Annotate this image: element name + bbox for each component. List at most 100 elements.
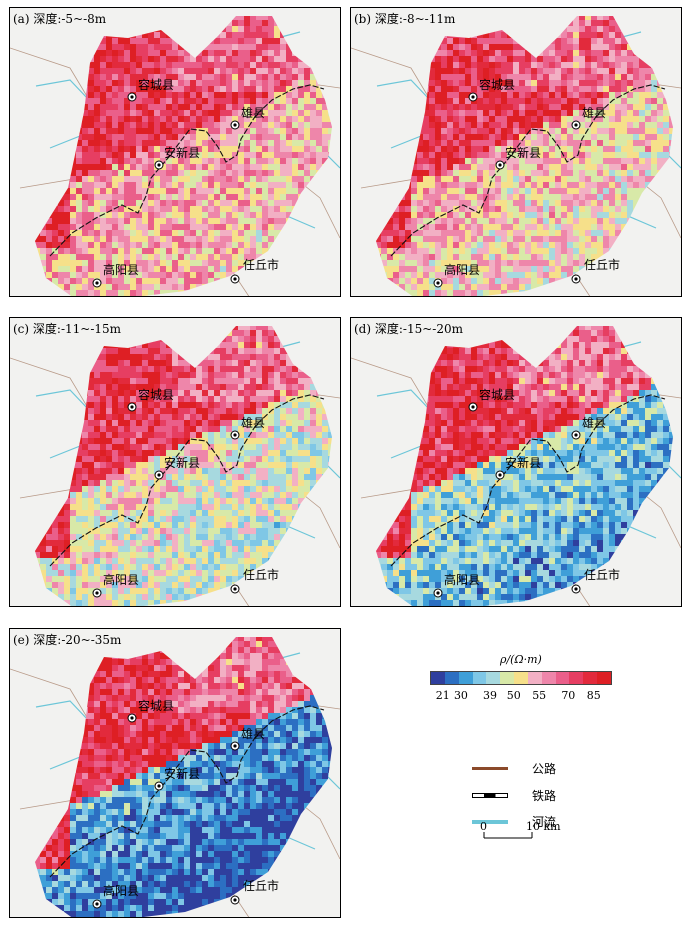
river-symbol (472, 820, 508, 824)
city-label-xiongxian: 雄县 (582, 105, 606, 120)
colorbar-swatch (458, 672, 473, 684)
river-label: 河流 (532, 815, 557, 829)
baiyangdian-boundary (49, 705, 325, 878)
city-marker-renqiu (571, 584, 581, 594)
panel-title: (c) 深度:-11~-15m (13, 322, 122, 336)
city-marker-gaoyang (92, 899, 102, 909)
city-marker-xiongxian (230, 430, 240, 440)
panel-title: (b) 深度:-8~-11m (354, 12, 456, 26)
city-label-rongcheng: 容城县 (138, 387, 174, 402)
city-marker-anxin (495, 160, 505, 170)
city-label-xiongxian: 雄县 (241, 415, 265, 430)
legend-title: ρ/(Ω·m) (500, 653, 542, 666)
city-label-renqiu: 任丘市 (584, 567, 620, 582)
city-marker-anxin (154, 160, 164, 170)
city-label-rongcheng: 容城县 (138, 698, 174, 713)
city-marker-xiongxian (571, 430, 581, 440)
colorbar-swatch (486, 672, 501, 684)
legend: ρ/(Ω·m) 21 30 39 50 55 70 85 公路 铁路 河流 0 10 km (400, 640, 680, 930)
city-label-gaoyang: 高阳县 (444, 262, 480, 277)
colorbar-swatch (444, 672, 459, 684)
colorbar-swatch (583, 672, 598, 684)
city-label-anxin: 安新县 (505, 145, 541, 160)
city-marker-anxin (154, 470, 164, 480)
city-marker-gaoyang (92, 588, 102, 598)
city-label-gaoyang: 高阳县 (103, 572, 139, 587)
colorbar-tick-label: 21 (435, 689, 450, 702)
city-label-gaoyang: 高阳县 (103, 262, 139, 277)
city-marker-renqiu (230, 584, 240, 594)
city-label-anxin: 安新县 (505, 455, 541, 470)
colorbar-tick-label: 55 (532, 689, 547, 702)
city-marker-rongcheng (468, 402, 478, 412)
colorbar-swatch (514, 672, 528, 684)
colorbar-tick-label: 85 (586, 689, 601, 702)
city-label-renqiu: 任丘市 (243, 567, 279, 582)
city-marker-xiongxian (230, 741, 240, 751)
city-label-xiongxian: 雄县 (582, 415, 606, 430)
city-label-renqiu: 任丘市 (243, 878, 279, 893)
map-panel-a: 容城县 雄县 安新县 高阳县 任丘市 (a) 深度:-5~-8m (9, 7, 341, 297)
city-label-gaoyang: 高阳县 (444, 572, 480, 587)
city-marker-anxin (495, 470, 505, 480)
colorbar-swatch (541, 672, 556, 684)
city-marker-rongcheng (127, 92, 137, 102)
scale-bar: 0 10 km (480, 820, 561, 858)
city-label-gaoyang: 高阳县 (103, 883, 139, 898)
baiyangdian-boundary (390, 394, 666, 567)
scale-end: 10 km (526, 820, 561, 833)
city-marker-rongcheng (127, 713, 137, 723)
city-marker-xiongxian (230, 120, 240, 130)
city-marker-rongcheng (468, 92, 478, 102)
city-label-anxin: 安新县 (164, 455, 200, 470)
map-panel-d: 容城县雄县安新县高阳县 任丘市 (d) 深度:-15~-20m (350, 317, 682, 607)
railway-symbol (472, 793, 508, 798)
colorbar-swatch (555, 672, 570, 684)
resistivity-colorbar (430, 671, 612, 685)
legend-railway: 铁路 (472, 787, 672, 803)
city-label-anxin: 安新县 (164, 766, 200, 781)
baiyangdian-boundary (49, 84, 325, 257)
scale-zero: 0 (480, 820, 487, 833)
city-label-rongcheng: 容城县 (479, 387, 515, 402)
colorbar-tick-label: 30 (453, 689, 468, 702)
city-label-xiongxian: 雄县 (241, 726, 265, 741)
baiyangdian-boundary (390, 84, 666, 257)
colorbar-swatch (472, 672, 487, 684)
city-marker-anxin (154, 781, 164, 791)
railway-label: 铁路 (532, 789, 557, 803)
map-panel-b: 容城县雄县安新县高阳县 任丘市 (b) 深度:-8~-11m (350, 7, 682, 297)
city-marker-renqiu (571, 274, 581, 284)
city-marker-gaoyang (433, 278, 443, 288)
city-marker-gaoyang (433, 588, 443, 598)
colorbar-tick-label: 70 (561, 689, 576, 702)
colorbar-swatch (500, 672, 515, 684)
legend-river: 河流 (472, 813, 672, 829)
city-label-rongcheng: 容城县 (479, 77, 515, 92)
colorbar-swatch (569, 672, 584, 684)
city-marker-renqiu (230, 895, 240, 905)
colorbar-swatch (431, 672, 445, 684)
scale-bar-graphic (483, 832, 533, 839)
city-marker-renqiu (230, 274, 240, 284)
road-label: 公路 (532, 762, 557, 776)
city-marker-xiongxian (571, 120, 581, 130)
city-label-renqiu: 任丘市 (243, 257, 279, 272)
map-panel-e: 容城县 雄县 安新县 高阳县 任丘市 (e) 深度:-20~-35m (9, 628, 341, 918)
map-panel-c: 容城县雄县安新县高阳县 任丘市 (c) 深度:-11~-15m (9, 317, 341, 607)
city-label-renqiu: 任丘市 (584, 257, 620, 272)
city-marker-rongcheng (127, 402, 137, 412)
legend-road: 公路 (472, 760, 672, 776)
panel-title: (d) 深度:-15~-20m (354, 322, 463, 336)
colorbar-swatch (597, 672, 611, 684)
city-label-xiongxian: 雄县 (241, 105, 265, 120)
colorbar-tick-label: 39 (483, 689, 498, 702)
city-label-anxin: 安新县 (164, 145, 200, 160)
city-label-rongcheng: 容城县 (138, 77, 174, 92)
baiyangdian-boundary (49, 394, 325, 567)
